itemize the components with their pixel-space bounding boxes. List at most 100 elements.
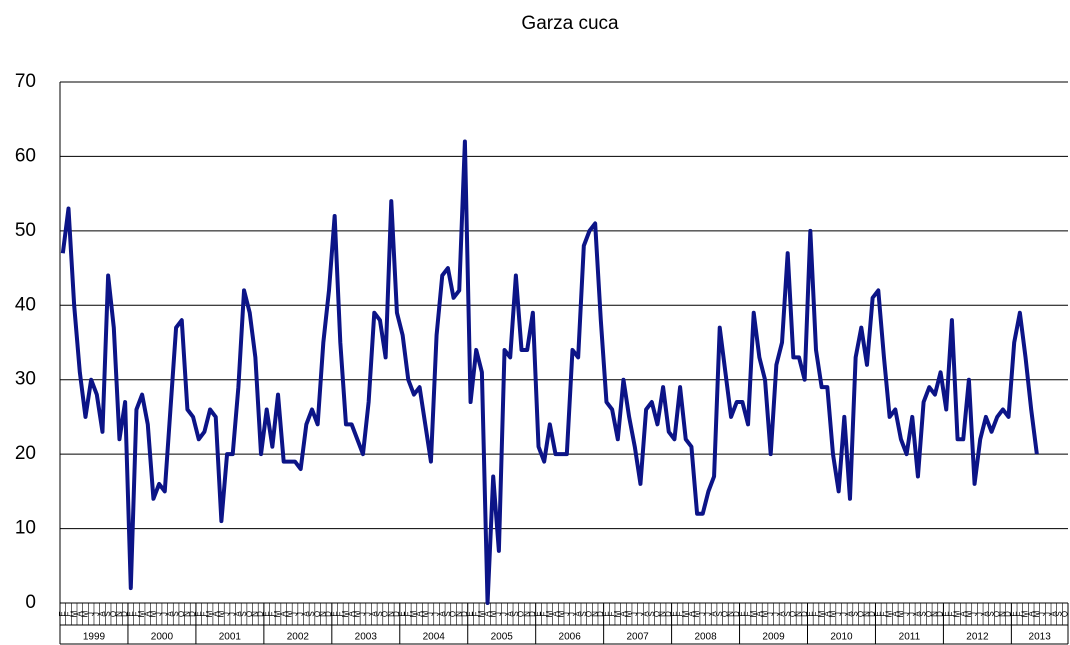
year-label: 2013 [1029, 632, 1052, 643]
x-tick-label: S [783, 611, 792, 616]
x-tick-label: M [624, 610, 633, 617]
chart-title: Garza cuca [521, 13, 619, 34]
x-tick-label: J [154, 612, 163, 616]
x-tick-label: A [754, 611, 763, 617]
x-tick-label: E [58, 611, 67, 616]
x-tick-label: A [958, 611, 967, 617]
x-tick-label: N [590, 611, 599, 617]
x-tick-label: F [471, 611, 480, 616]
x-tick-label: M [284, 610, 293, 617]
x-tick-label: N [794, 611, 803, 617]
x-tick-label: J [160, 612, 169, 616]
x-tick-label: E [398, 611, 407, 616]
x-tick-label: F [1015, 611, 1024, 616]
x-tick-label: A [777, 611, 786, 617]
data-line [60, 139, 1039, 605]
x-tick-label: O [517, 611, 526, 617]
x-tick-label: M [556, 610, 565, 617]
x-tick-label: A [279, 611, 288, 617]
year-label: 1999 [83, 632, 106, 643]
x-tick-label: A [437, 611, 446, 617]
x-tick-label: A [166, 611, 175, 617]
x-tick-label: J [432, 612, 441, 616]
x-tick-label: O [924, 611, 933, 617]
x-tick-label: J [1043, 612, 1052, 616]
x-tick-label: J [86, 612, 95, 616]
x-tick-label: J [568, 612, 577, 616]
x-tick-label: N [386, 611, 395, 617]
x-tick-label: M [1032, 610, 1041, 617]
x-tick-label: S [987, 611, 996, 616]
year-label: 2004 [423, 632, 446, 643]
x-tick-label: F [675, 611, 684, 616]
x-tick-label: N [183, 611, 192, 617]
x-tick-label: M [749, 610, 758, 617]
x-tick-label: S [171, 611, 180, 616]
x-tick-label: D [324, 611, 333, 617]
x-tick-label: J [636, 612, 645, 616]
x-tick-label: S [715, 611, 724, 616]
x-tick-label: E [466, 611, 475, 616]
x-tick-label: A [1049, 611, 1058, 617]
x-tick-label: N [930, 611, 939, 617]
x-tick-label: O [109, 611, 118, 617]
x-tick-label: F [607, 611, 616, 616]
x-tick-label: N [115, 611, 124, 617]
x-tick-label: J [500, 612, 509, 616]
y-tick-label: 20 [15, 443, 36, 464]
x-tick-label: J [228, 612, 237, 616]
x-tick-label: A [687, 611, 696, 617]
x-tick-label: E [194, 611, 203, 616]
x-tick-label: S [307, 611, 316, 616]
x-tick-label: J [975, 612, 984, 616]
x-tick-label: M [488, 610, 497, 617]
x-tick-label: S [1055, 611, 1064, 616]
x-tick-label: D [460, 611, 469, 617]
x-tick-label: A [347, 611, 356, 617]
x-tick-label: A [641, 611, 650, 617]
x-tick-label: D [120, 611, 129, 617]
year-label: 2007 [626, 632, 649, 643]
x-tick-label: E [670, 611, 679, 616]
year-label: 2012 [966, 632, 989, 643]
x-tick-label: M [545, 610, 554, 617]
x-tick-label: N [998, 611, 1007, 617]
x-tick-label: J [222, 612, 231, 616]
x-tick-label: J [630, 612, 639, 616]
x-tick-label: A [890, 611, 899, 617]
x-tick-label: A [845, 611, 854, 617]
x-tick-label: M [409, 610, 418, 617]
x-tick-label: M [205, 610, 214, 617]
x-tick-label: S [443, 611, 452, 616]
x-tick-label: A [913, 611, 922, 617]
x-tick-label: F [743, 611, 752, 616]
x-tick-label: N [318, 611, 327, 617]
x-tick-label: N [522, 611, 531, 617]
x-tick-label: D [392, 611, 401, 617]
x-tick-label: D [936, 611, 945, 617]
x-tick-label: F [947, 611, 956, 616]
x-tick-label: J [839, 612, 848, 616]
x-tick-label: J [426, 612, 435, 616]
x-tick-label: O [449, 611, 458, 617]
x-tick-label: A [709, 611, 718, 617]
x-tick-label: O [856, 611, 865, 617]
x-tick-label: M [1021, 610, 1030, 617]
x-tick-label: E [1009, 611, 1018, 616]
x-tick-label: N [862, 611, 871, 617]
x-tick-label: J [296, 612, 305, 616]
x-tick-label: F [132, 611, 141, 616]
x-tick-label: N [658, 611, 667, 617]
x-tick-label: E [941, 611, 950, 616]
x-tick-label: A [483, 611, 492, 617]
x-tick-label: M [760, 610, 769, 617]
x-tick-label: D [1004, 611, 1013, 617]
x-tick-label: O [721, 611, 730, 617]
x-tick-label: A [822, 611, 831, 617]
y-tick-label: 60 [15, 145, 36, 166]
x-tick-label: J [494, 612, 503, 616]
x-tick-label: N [250, 611, 259, 617]
x-tick-label: M [613, 610, 622, 617]
x-tick-label: J [766, 612, 775, 616]
